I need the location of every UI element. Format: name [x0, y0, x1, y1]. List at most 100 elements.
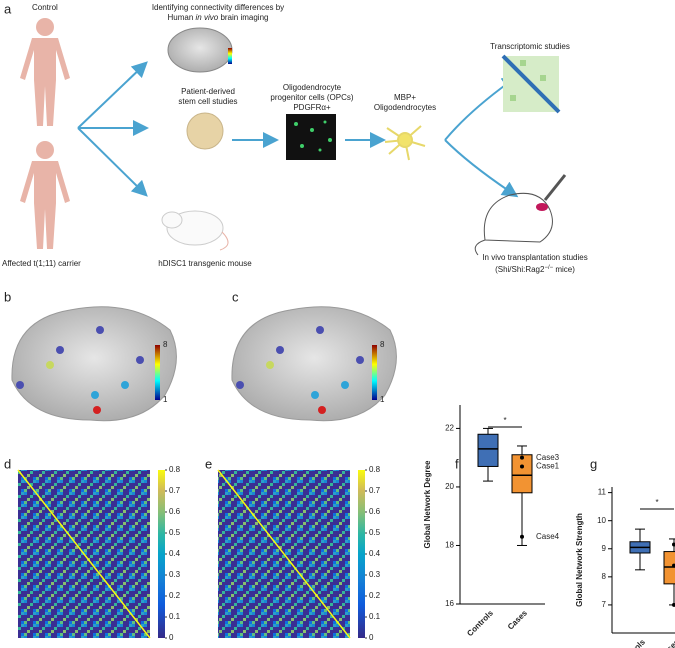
x-tick-label: Cases [658, 637, 675, 648]
text-span: in vivo [196, 13, 219, 22]
y-axis-label: Global Network Strength [575, 513, 584, 607]
y-tick-label: 8 [602, 572, 607, 581]
text-span: (Shi/Shi:Rag2 [495, 265, 545, 274]
box [477, 433, 499, 467]
heatmap-diagonal [17, 469, 151, 639]
colorbar-tick-label: 0.3 [169, 570, 181, 579]
colorbar-tick-label: 0.1 [369, 612, 381, 621]
y-tick-label: 9 [602, 544, 607, 553]
colorbar-label: 8 [380, 340, 385, 349]
transcriptomic-text: Transcriptomic studies [490, 42, 570, 51]
case-point [520, 464, 524, 469]
colorbar-tick-label: 0.4 [169, 549, 181, 558]
case-label: Case3 [536, 453, 560, 462]
colorbar-tick-label: 0.8 [369, 465, 381, 474]
mouse-text: hDISC1 transgenic mouse [158, 259, 252, 268]
panel-b: b 8 1 [4, 289, 177, 422]
colorbar-tick-label: 0 [369, 633, 374, 642]
colorbar-tick-label: 0.6 [369, 507, 381, 516]
y-tick-label: 16 [445, 599, 454, 608]
colorbar [158, 470, 165, 638]
arrow [77, 61, 148, 129]
heatmap-diagonal [217, 469, 351, 639]
mbp-text: MBP+ [394, 93, 416, 102]
white-mouse [161, 210, 229, 251]
panel-label: a [4, 1, 12, 16]
brain-colorbar [228, 48, 232, 64]
text-span: mice) [553, 265, 575, 274]
y-tick-label: 10 [597, 516, 606, 525]
imaging-text: Human in vivo brain imaging [168, 13, 269, 22]
opc-text: PDGFRα+ [293, 103, 331, 112]
mouse-outline [474, 174, 567, 256]
human-silhouette [20, 141, 70, 249]
colorbar [155, 345, 160, 400]
x-tick-label: Controls [617, 637, 647, 648]
colorbar-label: 1 [380, 395, 385, 404]
imaging-text: Identifying connectivity differences by [152, 3, 284, 12]
panel-label: b [4, 289, 11, 304]
carrier-label: Affected t(1;11) carrier [2, 259, 81, 268]
opc-text: progenitor cells (OPCs) [270, 93, 353, 102]
y-tick-label: 7 [602, 600, 607, 609]
x-tick-label: Controls [465, 608, 495, 638]
case-point [520, 455, 524, 460]
transplant-text: In vivo transplantation studies [482, 253, 587, 262]
colorbar-tick-label: 0.2 [369, 591, 381, 600]
brain-image [167, 27, 233, 73]
panel-a: a Control Affected t(1;11) carrier Ident… [2, 1, 588, 274]
panel-label: g [590, 456, 597, 471]
oligodendrocyte [384, 125, 426, 161]
colorbar-tick-label: 0 [169, 633, 174, 642]
case-point [672, 563, 675, 568]
colorbar-tick-label: 0.3 [369, 570, 381, 579]
colorbar [358, 470, 365, 638]
network-nodes [16, 326, 144, 414]
opc-text: Oligodendrocyte [283, 83, 342, 92]
colorbar [372, 345, 377, 400]
panel-label: e [205, 456, 212, 471]
colorbar-tick-label: 0.2 [169, 591, 181, 600]
text-span: −/− [544, 265, 553, 271]
brain-network [231, 306, 397, 422]
y-axis-label: Global Network Degree [423, 460, 432, 549]
opc-image [286, 114, 336, 160]
panel-e: e [205, 456, 365, 639]
panel-label: f [455, 456, 459, 471]
significance: * [503, 416, 506, 425]
transcriptomic-matrix [501, 54, 561, 114]
colorbar-tick-label: 0.7 [169, 486, 181, 495]
box [511, 454, 533, 494]
case-label: Case4 [536, 532, 560, 541]
human-silhouette [20, 18, 70, 126]
text-span: Human [168, 13, 196, 22]
y-tick-label: 11 [598, 488, 607, 497]
mbp-text: Oligodendrocytes [374, 103, 436, 112]
y-tick-label: 22 [445, 424, 454, 433]
colorbar-label: 1 [163, 395, 168, 404]
colorbar-label: 8 [163, 340, 168, 349]
stem-text: stem cell studies [178, 97, 237, 106]
panel-d: d [4, 456, 165, 639]
colorbar-tick-label: 0.8 [169, 465, 181, 474]
x-tick-label: Cases [506, 608, 529, 631]
case-point [672, 542, 675, 547]
petri-dish [186, 112, 224, 150]
brain-network [11, 306, 177, 422]
stem-text: Patient-derived [181, 87, 235, 96]
y-tick-label: 18 [445, 541, 454, 550]
case-point [672, 602, 675, 607]
panel-label: c [232, 289, 239, 304]
colorbar-tick-label: 0.7 [369, 486, 381, 495]
colorbar-tick-label: 0.6 [169, 507, 181, 516]
colorbar-tick-label: 0.1 [169, 612, 181, 621]
arrow [77, 127, 148, 197]
text-span: brain imaging [218, 13, 268, 22]
control-label: Control [32, 3, 58, 12]
colorbar-tick-label: 0.5 [369, 528, 381, 537]
colorbar-tick-label: 0.4 [369, 549, 381, 558]
panel-c: c 8 1 [231, 289, 397, 422]
network-nodes [236, 326, 364, 414]
transplant-text: (Shi/Shi:Rag2−/− mice) [495, 265, 575, 275]
